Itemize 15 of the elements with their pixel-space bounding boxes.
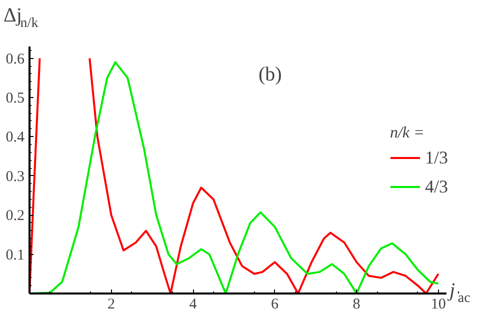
- y-tick-label: 0.1: [6, 247, 24, 264]
- x-tick-label: 8: [352, 296, 360, 312]
- legend-label: 4/3: [424, 176, 448, 197]
- legend-title: n/k =: [390, 124, 426, 142]
- y-tick-label: 0.6: [6, 51, 25, 68]
- x-tick-label: 4: [189, 296, 198, 312]
- y-tick-label: 0.3: [6, 168, 24, 185]
- y-tick-label: 0.4: [6, 130, 25, 146]
- annotation: (b): [258, 64, 282, 86]
- legend-label: 1/3: [424, 147, 448, 168]
- x-tick-label: 2: [108, 296, 116, 312]
- x-tick-label: 10: [430, 296, 446, 312]
- x-tick-label: 6: [271, 296, 280, 312]
- y-tick-label: 0.5: [6, 90, 24, 106]
- y-tick-label: 0.2: [6, 208, 24, 224]
